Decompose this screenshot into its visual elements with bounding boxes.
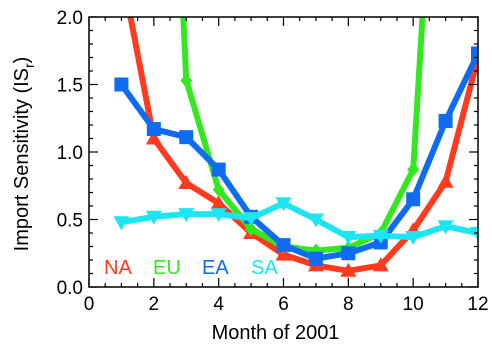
- legend-entry-sa: SA: [251, 257, 278, 279]
- marker-sa-4: [243, 212, 260, 227]
- marker-eu-3: [245, 221, 258, 236]
- marker-ea-3: [211, 162, 226, 177]
- axes-layer: [88, 16, 479, 288]
- series-line-ea: [118, 50, 478, 262]
- marker-eu-1: [180, 73, 193, 88]
- y-tick-label: 0.0: [57, 278, 83, 299]
- y-tick-label: 2.0: [57, 8, 83, 29]
- x-tick-label: 8: [343, 294, 354, 315]
- x-tick-label: 10: [403, 294, 424, 315]
- marker-ea-7: [341, 246, 356, 261]
- y-axis-title-subscript: r: [21, 63, 37, 68]
- x-tick-label: 4: [213, 294, 224, 315]
- labels-layer: 0 2 4 6 8 10 12 0.0 0.5 1.0 1.5 2.0 Month of 2001 Imp…: [11, 8, 489, 344]
- x-tick-label: 0: [84, 294, 95, 315]
- marker-eu-8: [407, 162, 420, 177]
- marker-ea-6: [308, 251, 323, 266]
- marker-sa-5: [275, 197, 292, 212]
- marker-na-8: [372, 257, 389, 272]
- x-tick-label: 6: [278, 294, 289, 315]
- y-tick-label: 1.5: [57, 76, 83, 97]
- x-tick-label: 12: [467, 294, 488, 315]
- marker-ea-0: [114, 77, 129, 92]
- marker-sa-11: [470, 227, 478, 241]
- marker-sa-10: [437, 220, 454, 235]
- marker-na-1: [145, 130, 162, 145]
- marker-sa-2: [178, 208, 195, 223]
- legend-entry-eu: EU: [153, 257, 181, 279]
- series-layer: [113, 17, 478, 277]
- marker-sa-1: [145, 210, 162, 225]
- marker-ea-10: [438, 113, 453, 128]
- y-axis-title: Import Sensitivity (ISr): [11, 57, 37, 252]
- marker-sa-3: [210, 208, 227, 223]
- marker-ea-2: [179, 130, 194, 145]
- marker-na-10: [437, 173, 454, 188]
- marker-ea-9: [406, 192, 421, 207]
- legend-entry-ea: EA: [202, 257, 229, 279]
- marker-eu-2: [212, 182, 225, 197]
- marker-ea-1: [146, 122, 161, 137]
- marker-ea-5: [276, 238, 291, 253]
- series-line-eu: [180, 17, 426, 254]
- marker-sa-9: [405, 231, 422, 246]
- legend-entry-na: NA: [104, 257, 132, 279]
- y-axis-title-main: Import Sensitivity (IS: [11, 68, 33, 251]
- marker-na-3: [210, 195, 227, 210]
- marker-na-5: [275, 246, 292, 261]
- marker-sa-0: [113, 216, 130, 231]
- y-tick-label: 0.5: [57, 211, 83, 232]
- y-tick-label: 1.0: [57, 143, 83, 164]
- marker-sa-6: [307, 213, 324, 228]
- marker-sa-8: [372, 229, 389, 244]
- x-axis-title: Month of 2001: [212, 322, 340, 344]
- marker-ea-11: [471, 46, 478, 61]
- marker-sa-7: [340, 231, 357, 246]
- x-tick-label: 2: [149, 294, 160, 315]
- marker-na-2: [178, 175, 195, 190]
- series-line-na: [127, 17, 478, 274]
- marker-na-7: [340, 262, 357, 277]
- y-axis-title-close: ): [11, 57, 33, 64]
